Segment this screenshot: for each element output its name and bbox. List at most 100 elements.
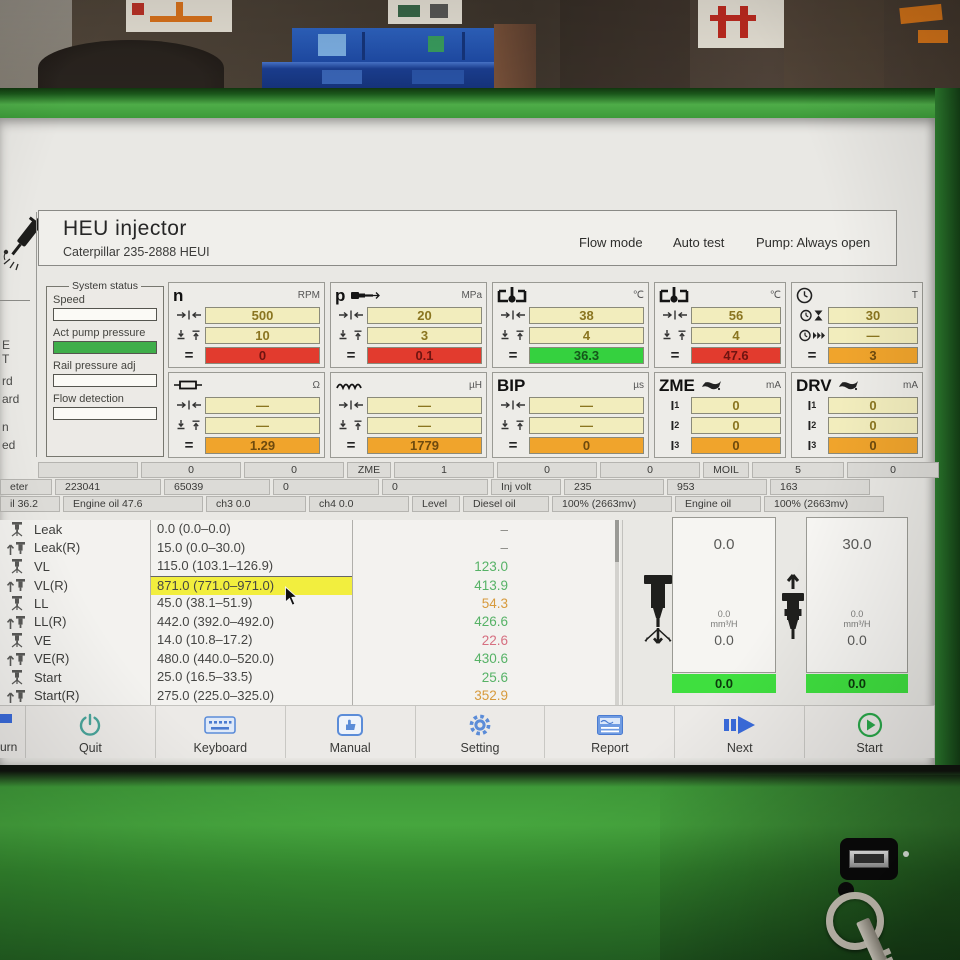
- auto-test-label[interactable]: Auto test: [673, 235, 725, 250]
- test-step-row[interactable]: VE 14.0 (10.8–17.2) 22.6: [0, 631, 620, 650]
- start-button[interactable]: Start: [805, 706, 936, 758]
- table-scrollbar[interactable]: [615, 520, 619, 705]
- quit-button[interactable]: Quit: [26, 706, 156, 758]
- valve-icon: [700, 379, 724, 392]
- gauge-value-cell: 0: [529, 436, 644, 454]
- gauge-panel-bip: BIP µs — — = 0: [492, 372, 649, 458]
- tolerance-icon: [335, 329, 367, 341]
- divider: [36, 212, 37, 457]
- report-button[interactable]: Report: [545, 706, 676, 758]
- test-step-value: 54.3: [481, 595, 508, 611]
- test-step-row[interactable]: VL 115.0 (103.1–126.9) 123.0: [0, 557, 620, 576]
- status-cell: Engine oil 47.6: [63, 496, 203, 512]
- gauge-value-cell[interactable]: 30: [828, 306, 918, 324]
- injector-lift-icon: [0, 614, 34, 630]
- test-step-row[interactable]: Leak 0.0 (0.0–0.0) –: [0, 520, 620, 539]
- tolerance-icon: [497, 419, 529, 431]
- gauge-panel-pressure: p MPa 20 3 = 0.1: [330, 282, 487, 368]
- status-cell: eter: [0, 479, 52, 495]
- status-item-label: Act pump pressure: [53, 327, 146, 339]
- gauge-value-cell[interactable]: 500: [205, 306, 320, 324]
- gauge-value-cell[interactable]: 0: [691, 396, 781, 414]
- gauge-value-cell[interactable]: —: [205, 416, 320, 434]
- gauge-header: BIP µs: [497, 375, 644, 395]
- test-step-row[interactable]: Start 25.0 (16.5–33.5) 25.6: [0, 668, 620, 687]
- test-step-label: VE(R): [34, 651, 70, 667]
- test-step-row[interactable]: Start(R) 275.0 (225.0–325.0) 352.9: [0, 686, 620, 705]
- test-step-label: VL(R): [34, 577, 68, 593]
- test-step-row[interactable]: LL 45.0 (38.1–51.9) 54.3: [0, 594, 620, 613]
- gauge-value-cell[interactable]: —: [367, 396, 482, 414]
- gauge-row: 4: [659, 325, 781, 345]
- pump-mode-label[interactable]: Pump: Always open: [756, 235, 871, 250]
- gauge-value-cell[interactable]: —: [205, 396, 320, 414]
- key-ring[interactable]: [826, 892, 884, 950]
- gauge-value-cell[interactable]: —: [529, 416, 644, 434]
- test-step-row[interactable]: VL(R) 871.0 (771.0–971.0) 413.9: [0, 575, 620, 595]
- table-scrollbar-thumb[interactable]: [615, 520, 619, 562]
- gauge-value-cell[interactable]: —: [529, 396, 644, 414]
- gauge-header: T: [796, 285, 918, 305]
- gauge-header: Ω: [173, 375, 320, 395]
- gauge-value-cell[interactable]: 0: [828, 416, 918, 434]
- return-button-partial[interactable]: urn: [0, 706, 26, 758]
- gauge-symbol: DRV: [796, 375, 832, 395]
- gauge-value-cell[interactable]: 4: [691, 326, 781, 344]
- gauge-unit: RPM: [297, 289, 320, 301]
- gauge-header: ℃: [497, 285, 644, 305]
- gauge-value-cell[interactable]: 38: [529, 306, 644, 324]
- toolbar-button-label: Setting: [460, 741, 500, 755]
- gauge-row: —: [497, 395, 644, 415]
- tolerance-icon: [173, 419, 205, 431]
- test-step-row[interactable]: Leak(R) 15.0 (0.0–30.0) –: [0, 538, 620, 557]
- title-bar: HEU injector Caterpillar 235-2888 HEUI F…: [38, 210, 897, 266]
- gauge-panel-speed: n RPM 500 10 = 0: [168, 282, 325, 368]
- test-step-label: Start: [34, 669, 62, 685]
- flow-rate-unit: mm³/H: [710, 619, 738, 629]
- divider: [0, 300, 30, 301]
- gauge-value-cell[interactable]: 3: [367, 326, 482, 344]
- status-item-bar: [53, 308, 157, 321]
- next-button[interactable]: Next: [675, 706, 806, 758]
- test-step-label: VL: [34, 558, 50, 574]
- gauge-value-cell[interactable]: 0: [691, 416, 781, 434]
- test-step-label: Leak(R): [34, 540, 81, 556]
- cropped-text-fragment: rd: [2, 374, 13, 388]
- gauge-unit: Ω: [312, 379, 320, 391]
- test-step-value: –: [500, 521, 508, 537]
- gauge-value-cell[interactable]: 10: [205, 326, 320, 344]
- target-icon: [173, 309, 205, 321]
- status-cell: 163: [770, 479, 870, 495]
- gauge-row: = 0: [173, 345, 320, 365]
- gauge-value-cell[interactable]: 4: [529, 326, 644, 344]
- setting-button[interactable]: Setting: [416, 706, 546, 758]
- gauge-unit: µs: [633, 379, 644, 391]
- gauge-value-cell[interactable]: 56: [691, 306, 781, 324]
- gauge-value-cell[interactable]: 0: [828, 396, 918, 414]
- gauge-grid: n RPM 500 10 = 0 p MPa 20 3 = 0.1 ℃ 38 4 = 3…: [168, 282, 924, 462]
- tolerance-icon: [173, 329, 205, 341]
- test-step-range: 25.0 (16.5–33.5): [150, 668, 352, 687]
- injector-lift-icon: [0, 577, 34, 593]
- keyboard-button[interactable]: Keyboard: [156, 706, 286, 758]
- test-step-row[interactable]: LL(R) 442.0 (392.0–492.0) 426.6: [0, 612, 620, 631]
- gauge-value-cell[interactable]: —: [367, 416, 482, 434]
- gauge-value-cell[interactable]: 20: [367, 306, 482, 324]
- gauge-value-cell: 36.3: [529, 346, 644, 364]
- manual-button[interactable]: Manual: [286, 706, 416, 758]
- machine-body: [0, 765, 960, 960]
- return-icon: [0, 714, 12, 723]
- gauge-header: p MPa: [335, 285, 482, 305]
- flow-mode-label[interactable]: Flow mode: [579, 235, 643, 250]
- test-step-row[interactable]: VE(R) 480.0 (440.0–520.0) 430.6: [0, 649, 620, 668]
- gauge-row: —: [497, 415, 644, 435]
- gauge-value-cell[interactable]: —: [828, 326, 918, 344]
- poster: [884, 0, 960, 56]
- status-cell: 100% (2663mv): [764, 496, 884, 512]
